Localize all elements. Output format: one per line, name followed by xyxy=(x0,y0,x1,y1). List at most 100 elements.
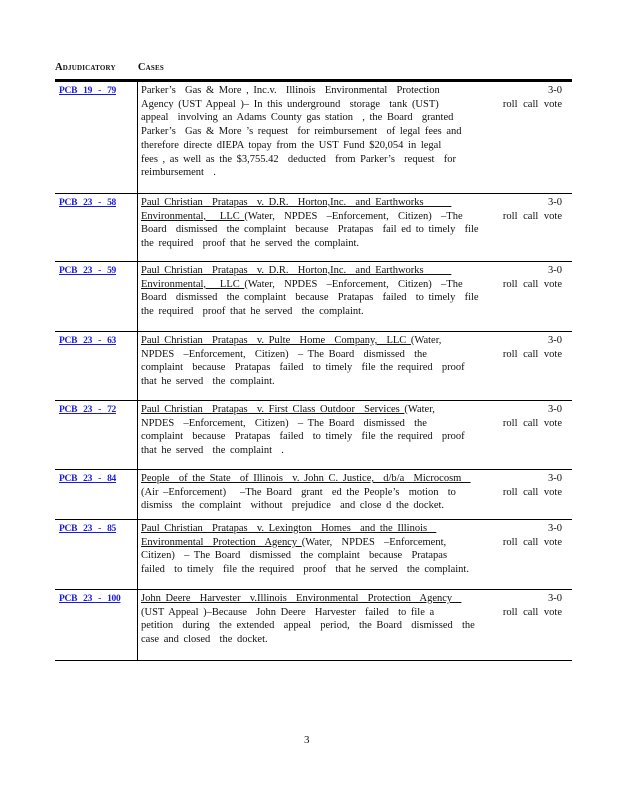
case-description: Paul Christian Pratapas v. D.R. Horton,I… xyxy=(141,196,479,251)
vote-count: 3-0 xyxy=(548,335,562,346)
vote-count: 3-0 xyxy=(548,523,562,534)
description-line: Paul Christian Pratapas v. D.R. Horton,I… xyxy=(141,264,479,278)
docket-link[interactable]: PCB 23 - 63 xyxy=(59,336,116,346)
docket-link[interactable]: PCB 23 - 100 xyxy=(59,594,121,604)
case-description: People of the State of Illinois v. John … xyxy=(141,472,471,513)
case-title: Environmental, LLC xyxy=(141,278,245,290)
case-text: complaint because Pratapas failed to tim… xyxy=(141,362,465,374)
case-text: complaint because Pratapas failed to tim… xyxy=(141,431,465,443)
case-text: (Water, NPDES –Enforcement, Citizen) –Th… xyxy=(244,278,463,290)
description-line: John Deere Harvester v.Illinois Environm… xyxy=(141,592,475,606)
case-text: reimbursement . xyxy=(141,167,216,179)
case-title: Environmental, LLC xyxy=(141,210,245,222)
vote-result: 3-0 roll call vote xyxy=(503,264,562,291)
heading-rule xyxy=(55,79,572,82)
description-line: People of the State of Illinois v. John … xyxy=(141,472,471,486)
vote-count: 3-0 xyxy=(548,265,562,276)
vote-result: 3-0 roll call vote xyxy=(503,472,562,499)
description-line: Environmental, LLC (Water, NPDES –Enforc… xyxy=(141,278,479,292)
case-text: (Water, NPDES –Enforcement, Citizen) –Th… xyxy=(244,210,463,222)
case-title: Paul Christian Pratapas v. D.R. Horton,I… xyxy=(141,265,452,276)
case-row: PCB 23 - 58 Paul Christian Pratapas v. D.… xyxy=(55,196,572,262)
case-text: (Water, xyxy=(404,404,435,415)
docket-link[interactable]: PCB 23 - 84 xyxy=(59,474,116,484)
docket-link[interactable]: PCB 19 - 79 xyxy=(59,86,116,96)
case-title: Paul Christian Pratapas v. Lexington Hom… xyxy=(141,523,437,534)
docket-link[interactable]: PCB 23 - 59 xyxy=(59,266,116,276)
case-text: NPDES –Enforcement, Citizen) – The Board… xyxy=(141,348,427,360)
description-line: failed to timely file the required proof… xyxy=(141,563,469,577)
description-line: Paul Christian Pratapas v. Pulte Home Co… xyxy=(141,334,465,348)
description-line: case and closed the docket. xyxy=(141,633,475,647)
description-line: NPDES –Enforcement, Citizen) – The Board… xyxy=(141,348,465,362)
case-description: Paul Christian Pratapas v. Pulte Home Co… xyxy=(141,334,465,389)
description-line: Board dismissed the complaint because Pr… xyxy=(141,291,479,305)
vote-type: roll call vote xyxy=(502,486,562,498)
case-text: (Air –Enforcement) –The Board grant ed t… xyxy=(141,486,456,498)
vote-type: roll call vote xyxy=(502,606,562,618)
case-title: Paul Christian Pratapas v. D.R. Horton,I… xyxy=(141,197,452,208)
description-line: fees , as well as the $3,755.42 deducted… xyxy=(141,153,462,167)
description-line: Paul Christian Pratapas v. Lexington Hom… xyxy=(141,522,469,536)
description-line: petition during the extended appeal peri… xyxy=(141,619,475,633)
heading-word: Adjudicatory xyxy=(55,62,116,73)
docket-link[interactable]: PCB 23 - 72 xyxy=(59,405,116,415)
description-line: the required proof that he served the co… xyxy=(141,305,479,319)
case-description: Paul Christian Pratapas v. First Class O… xyxy=(141,403,465,458)
vote-type: roll call vote xyxy=(502,278,562,290)
case-row: PCB 23 - 85 Paul Christian Pratapas v. Le… xyxy=(55,522,572,590)
case-description: Paul Christian Pratapas v. D.R. Horton,I… xyxy=(141,264,479,319)
description-line: Citizen) – The Board dismissed the compl… xyxy=(141,549,469,563)
column-divider xyxy=(137,82,138,661)
case-row: PCB 23 - 72 Paul Christian Pratapas v. Fi… xyxy=(55,403,572,470)
description-line: complaint because Pratapas failed to tim… xyxy=(141,361,465,375)
vote-type: roll call vote xyxy=(502,417,562,429)
description-line: NPDES –Enforcement, Citizen) – The Board… xyxy=(141,417,465,431)
case-text: petition during the extended appeal peri… xyxy=(141,620,475,632)
description-line: dismiss the complaint without prejudice … xyxy=(141,499,471,513)
description-line: therefore directe dIEPA topay from the U… xyxy=(141,139,462,153)
vote-count: 3-0 xyxy=(548,85,562,96)
case-text: the required proof that he served the co… xyxy=(141,306,364,318)
case-text: case and closed the docket. xyxy=(141,634,268,646)
case-text: that he served the complaint . xyxy=(141,445,284,457)
case-row: PCB 23 - 84 People of the State of Illino… xyxy=(55,472,572,520)
vote-type: roll call vote xyxy=(502,536,562,548)
page-number: 3 xyxy=(304,734,310,746)
vote-type: roll call vote xyxy=(502,98,562,110)
vote-type: roll call vote xyxy=(502,210,562,222)
case-text: Citizen) – The Board dismissed the compl… xyxy=(141,550,448,562)
vote-type: roll call vote xyxy=(502,348,562,360)
case-text: failed to timely file the required proof… xyxy=(141,564,469,576)
description-line: Environmental, LLC (Water, NPDES –Enforc… xyxy=(141,210,479,224)
description-line: appeal involving an Adams County gas sta… xyxy=(141,111,462,125)
vote-result: 3-0 roll call vote xyxy=(503,84,562,111)
case-text: (UST Appeal )–Because John Deere Harvest… xyxy=(141,606,435,618)
description-line: that he served the complaint . xyxy=(141,444,465,458)
vote-count: 3-0 xyxy=(548,197,562,208)
case-text: NPDES –Enforcement, Citizen) – The Board… xyxy=(141,417,427,429)
description-line: Board dismissed the complaint because Pr… xyxy=(141,223,479,237)
description-line: Environmental Protection Agency (Water, … xyxy=(141,536,469,550)
description-line: Paul Christian Pratapas v. D.R. Horton,I… xyxy=(141,196,479,210)
case-title: Environmental Protection Agency xyxy=(141,536,302,548)
case-row: PCB 23 - 100 John Deere Harvester v.Illin… xyxy=(55,592,572,661)
vote-result: 3-0 roll call vote xyxy=(503,592,562,619)
case-text: that he served the complaint. xyxy=(141,376,275,388)
section-heading: Adjudicatory Cases xyxy=(55,62,186,73)
case-title: John Deere Harvester v.Illinois Environm… xyxy=(141,593,462,604)
description-line: Parker’s Gas & More , Inc.v. Illinois En… xyxy=(141,84,462,98)
case-text: appeal involving an Adams County gas sta… xyxy=(141,112,454,124)
description-line: Paul Christian Pratapas v. First Class O… xyxy=(141,403,465,417)
docket-link[interactable]: PCB 23 - 58 xyxy=(59,198,116,208)
docket-link[interactable]: PCB 23 - 85 xyxy=(59,524,116,534)
description-line: (UST Appeal )–Because John Deere Harvest… xyxy=(141,606,475,620)
case-text: Board dismissed the complaint because Pr… xyxy=(141,292,479,304)
vote-count: 3-0 xyxy=(548,473,562,484)
case-text: the required proof that he served the co… xyxy=(141,238,360,250)
vote-result: 3-0 roll call vote xyxy=(503,334,562,361)
vote-result: 3-0 roll call vote xyxy=(503,522,562,549)
case-title: People of the State of Illinois v. John … xyxy=(141,473,471,484)
vote-count: 3-0 xyxy=(548,593,562,604)
case-description: Paul Christian Pratapas v. Lexington Hom… xyxy=(141,522,469,577)
